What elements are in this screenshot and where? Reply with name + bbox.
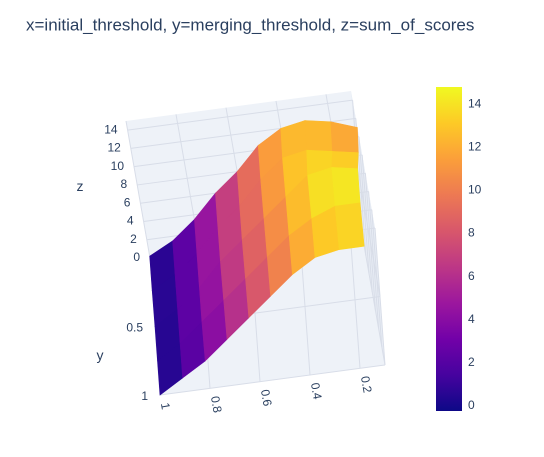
z-tick-label: 6 [124, 195, 131, 209]
colorbar-tick-label: 8 [468, 226, 475, 240]
colorbar-tick-label: 14 [468, 96, 482, 110]
colorbar-tick-label: 12 [468, 140, 482, 154]
z-axis-label: z [77, 178, 84, 194]
surface-patch [331, 167, 361, 207]
z-tick-label: 14 [104, 122, 118, 136]
y-tick-label: 0.5 [126, 321, 143, 335]
z-tick-label: 12 [107, 141, 121, 155]
grid-line [371, 209, 383, 347]
z-tick-label: 2 [130, 232, 137, 246]
z-tick-label: 4 [127, 214, 134, 228]
colorbar [436, 87, 462, 411]
grid-line [364, 173, 376, 311]
z-tick-label: 0 [133, 250, 140, 264]
x-tick-label: 0.4 [308, 382, 325, 401]
chart-title: x=initial_threshold, y=merging_threshold… [26, 15, 474, 34]
colorbar-tick-label: 6 [468, 269, 475, 283]
grid-line [368, 191, 380, 329]
grid-line [358, 136, 370, 274]
z-tick-label: 10 [111, 159, 125, 173]
grid-line [361, 154, 373, 292]
z-tick-label: 8 [121, 177, 128, 191]
colorbar-tick-label: 0 [468, 398, 475, 412]
x-tick-label: 0.8 [208, 395, 225, 414]
x-tick-label: 1 [158, 402, 173, 411]
surface-patch [331, 151, 359, 169]
x-tick-label: 0.2 [358, 375, 375, 394]
colorbar-tick-label: 10 [468, 183, 482, 197]
x-tick-label: 0.6 [258, 388, 275, 407]
colorbar-tick-label: 4 [468, 312, 475, 326]
grid-line [125, 120, 151, 259]
colorbar-tick-label: 2 [468, 355, 475, 369]
surface-patch [304, 120, 333, 152]
y-tick-label: 1 [141, 389, 148, 403]
surface-patch [334, 202, 365, 250]
grid-line [374, 227, 386, 366]
y-axis-label: y [97, 347, 104, 363]
grid-line [159, 364, 386, 396]
grid-line [127, 99, 353, 131]
